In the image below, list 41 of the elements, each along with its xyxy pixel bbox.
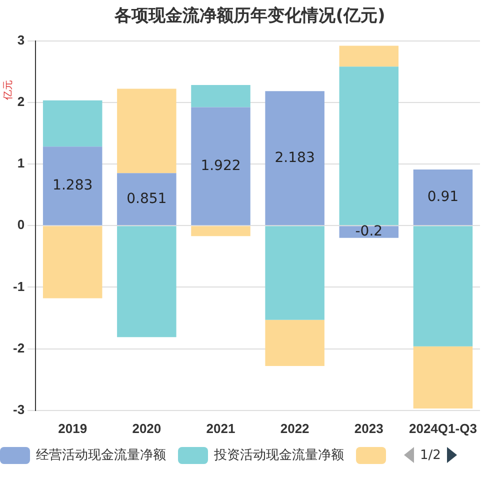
x-tick-label: 2021 <box>206 420 236 436</box>
bar <box>265 91 324 226</box>
x-tick-label: 2019 <box>58 420 88 436</box>
bar <box>413 346 473 409</box>
bar <box>265 320 324 366</box>
y-tick-label: -1 <box>12 278 25 294</box>
x-tick-label: 2020 <box>132 420 162 436</box>
y-tick-label: 1 <box>17 156 25 171</box>
data-label: 0.851 <box>126 190 167 207</box>
bar <box>117 88 176 174</box>
data-label: 1.922 <box>200 158 241 174</box>
bar <box>413 170 473 226</box>
data-label: -0.2 <box>355 224 383 240</box>
y-axis-title: 亿元 <box>2 80 15 100</box>
x-tick-label: 2024Q1-Q3 <box>408 420 477 436</box>
y-tick-label: 2 <box>17 94 25 109</box>
chart-title: 各项现金流净额历年变化情况(亿元) <box>113 5 386 27</box>
bar <box>339 46 399 67</box>
bar <box>191 85 250 108</box>
y-tick-label: 0 <box>17 217 25 232</box>
legend-label: 经营活动现金流量净额 <box>36 447 166 464</box>
y-tick-label: -3 <box>12 402 25 417</box>
bar <box>265 226 324 320</box>
bar <box>117 173 176 226</box>
x-tick-label: 2022 <box>280 420 310 436</box>
bar <box>42 226 102 298</box>
data-label: 0.91 <box>427 188 459 205</box>
data-label: 1.283 <box>52 177 93 194</box>
data-label: 2.183 <box>274 150 315 166</box>
bar <box>117 226 176 338</box>
bar <box>191 107 250 226</box>
bar <box>42 146 102 226</box>
text: 1/2 <box>420 448 441 462</box>
y-tick-label: -2 <box>12 340 25 356</box>
bar <box>191 226 250 236</box>
bar <box>413 226 473 346</box>
bar <box>339 66 399 226</box>
x-tick-label: 2023 <box>354 420 384 436</box>
y-tick-label: 3 <box>17 32 25 48</box>
bar <box>42 100 102 147</box>
legend-label: 投资活动现金流量净额 <box>214 447 344 464</box>
